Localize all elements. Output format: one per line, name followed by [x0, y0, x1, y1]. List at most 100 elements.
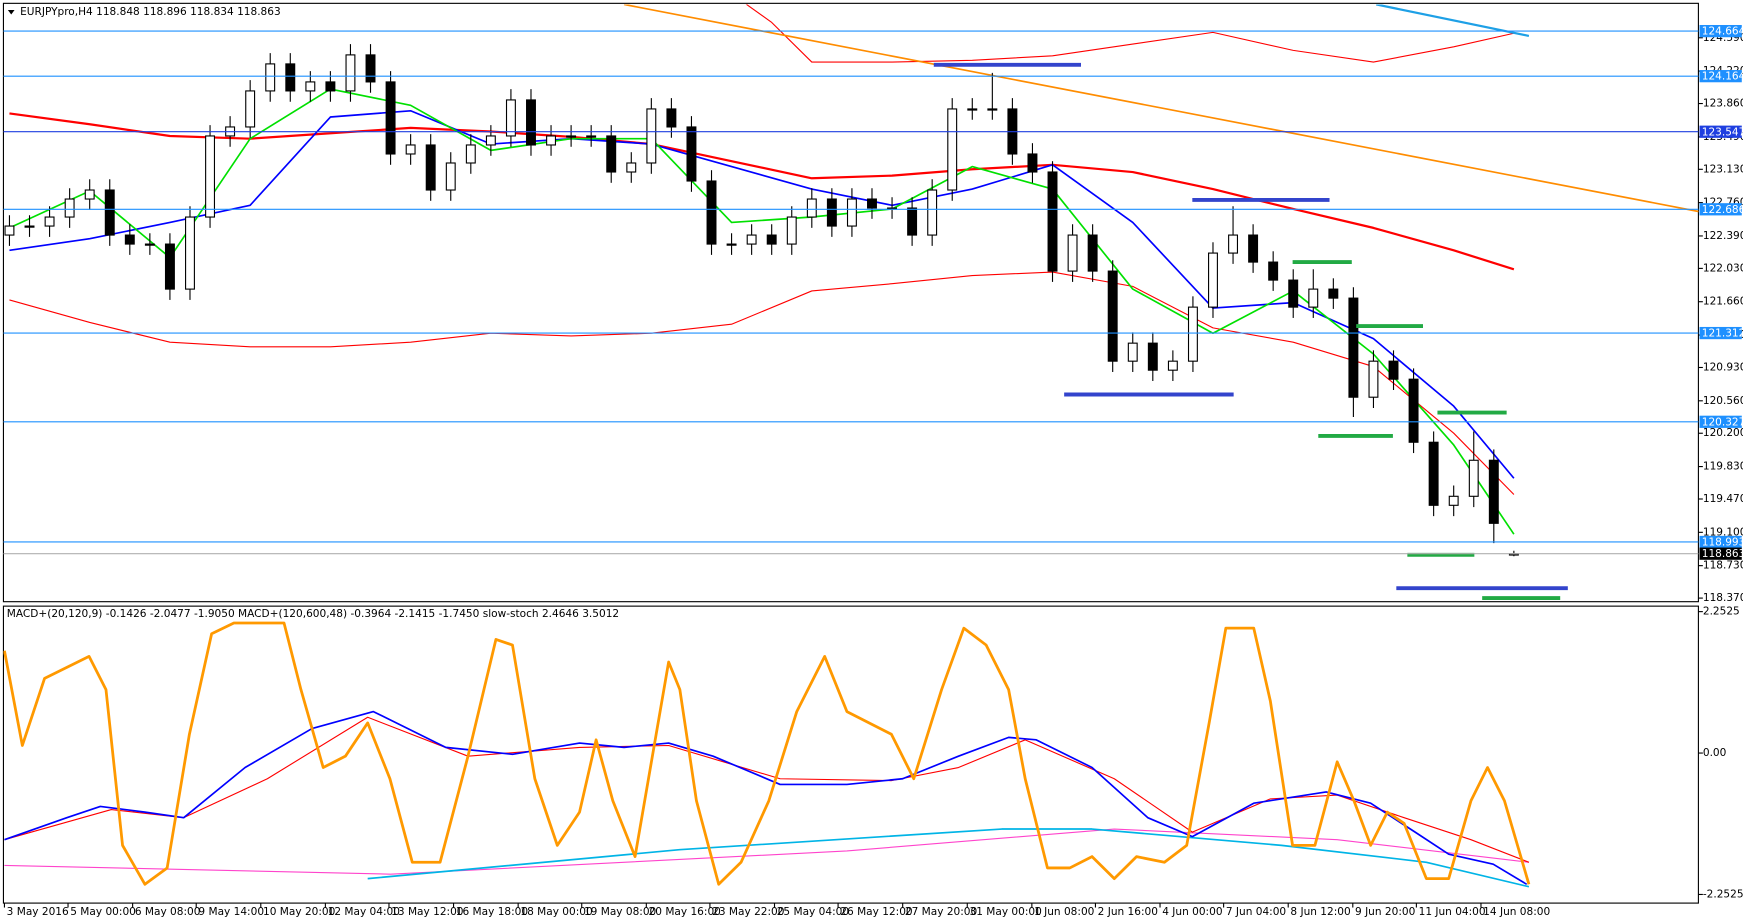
readout-value: -2.0477 — [150, 608, 191, 620]
candle-body — [907, 207, 918, 236]
readout-value: -2.1415 — [395, 608, 436, 620]
close-value: 118.863 — [237, 6, 281, 18]
candle-body — [1248, 234, 1259, 263]
candle-body — [425, 144, 436, 191]
x-tick-label: 14 Jun 08:00 — [1483, 906, 1550, 918]
high-value: 118.896 — [143, 6, 187, 18]
candle-body — [1388, 360, 1399, 380]
x-tick-label: 9 May 14:00 — [198, 906, 264, 918]
candle-body — [365, 54, 376, 83]
candle-body — [846, 198, 857, 227]
level-label-bg — [1699, 70, 1742, 83]
candle-body — [1208, 252, 1218, 308]
readout-value: -1.9050 — [194, 608, 235, 620]
y-tick-label: 119.830 — [1703, 461, 1743, 473]
x-tick-label: 31 May 00:00 — [969, 906, 1042, 918]
x-tick-label: 1 Jun 08:00 — [1034, 906, 1095, 918]
y-tick-label: 118.730 — [1703, 560, 1743, 572]
symbol: EURJPYpro,H4 — [20, 6, 93, 18]
candle-body — [405, 144, 416, 155]
y-tick-label: 0.00 — [1703, 747, 1727, 759]
y-tick-label: 118.370 — [1703, 592, 1743, 604]
indicator-line — [9, 109, 1515, 479]
candle-body — [1348, 297, 1359, 398]
indicator-readout: MACD+(20,120,9) -0.1426 -2.0477 -1.9050 … — [7, 608, 619, 620]
candle-body — [1328, 288, 1339, 299]
candle-body — [245, 90, 256, 128]
indicator-line — [9, 271, 1515, 495]
open-value: 118.848 — [96, 6, 140, 18]
candle-body — [1468, 459, 1479, 497]
candle-body — [44, 216, 55, 227]
candle-body — [1488, 459, 1499, 524]
candle-body — [305, 81, 316, 92]
y-tick-label: 121.660 — [1703, 296, 1743, 308]
candle-body — [1428, 441, 1439, 506]
x-tick-label: 11 Jun 04:00 — [1419, 906, 1486, 918]
chart-header: EURJPYpro,H4 118.848 118.896 118.834 118… — [20, 6, 281, 18]
candle-body — [1167, 360, 1178, 371]
indicator-line — [9, 112, 1515, 271]
candle-body — [1268, 261, 1279, 281]
candle-body — [1127, 342, 1138, 362]
level-label-bg — [1699, 535, 1742, 549]
y-tick-label: 119.100 — [1703, 526, 1743, 538]
candle-body — [385, 81, 396, 155]
menu-arrow[interactable] — [7, 10, 15, 15]
candle-body — [505, 99, 516, 137]
main-panel — [2, 2, 1699, 603]
low-value: 118.834 — [190, 6, 234, 18]
level-label: 122.686 — [1702, 204, 1743, 216]
x-tick-label: 27 May 20:00 — [905, 906, 978, 918]
x-tick-label: 4 Jun 00:00 — [1162, 906, 1223, 918]
price-label-bg — [1699, 547, 1742, 560]
level-label-bg — [1699, 203, 1742, 216]
candle-body — [686, 126, 697, 182]
level-label-bg — [1699, 326, 1742, 340]
candle-body — [666, 108, 677, 128]
candle-body — [626, 162, 637, 173]
candle-body — [1147, 342, 1158, 371]
candle-body — [1308, 288, 1319, 308]
x-tick-label: 19 May 08:00 — [584, 906, 657, 918]
candle-body — [185, 216, 195, 290]
level-label: 123.547 — [1702, 126, 1743, 138]
candle-body — [1408, 378, 1419, 443]
candle-body — [566, 135, 577, 138]
indicator-line — [623, 4, 1699, 213]
x-tick-label: 20 May 16:00 — [649, 906, 722, 918]
x-tick-label: 3 May 2016 — [7, 906, 69, 918]
readout-value: -0.1426 — [106, 608, 147, 620]
candle-body — [1368, 360, 1379, 398]
candle-body — [706, 180, 717, 245]
x-tick-label: 8 Jun 12:00 — [1290, 906, 1351, 918]
readout-value: 3.5012 — [582, 608, 619, 620]
candle-body — [646, 108, 657, 164]
candle-body — [867, 198, 877, 209]
x-tick-label: 16 May 18:00 — [456, 906, 529, 918]
level-label-bg — [1699, 125, 1742, 138]
candle-body — [84, 189, 95, 200]
level-label: 121.312 — [1702, 328, 1743, 340]
readout-value: -1.7450 — [439, 608, 480, 620]
y-tick-label: 123.860 — [1703, 98, 1743, 110]
candle-body — [124, 234, 135, 245]
x-tick-label: 6 May 08:00 — [135, 906, 201, 918]
indicator-plot — [3, 621, 1531, 888]
y-tick-label: 119.470 — [1703, 493, 1743, 505]
x-tick-label: 10 May 20:00 — [263, 906, 336, 918]
x-tick-label: 23 May 22:00 — [712, 906, 785, 918]
x-tick-label: 12 May 04:00 — [328, 906, 401, 918]
indicator-line — [3, 621, 1531, 886]
indicator-line — [9, 88, 1515, 535]
level-label: 118.993 — [1702, 537, 1743, 549]
y-tick-label: 123.130 — [1703, 163, 1743, 175]
y-tick-label: 122.030 — [1703, 262, 1743, 274]
indicator-panel — [2, 605, 1699, 904]
candle-body — [766, 234, 777, 245]
candle-body — [987, 108, 998, 111]
candle-body — [104, 189, 115, 236]
y-tick-label: 120.930 — [1703, 361, 1743, 373]
candle-body — [1107, 270, 1118, 362]
